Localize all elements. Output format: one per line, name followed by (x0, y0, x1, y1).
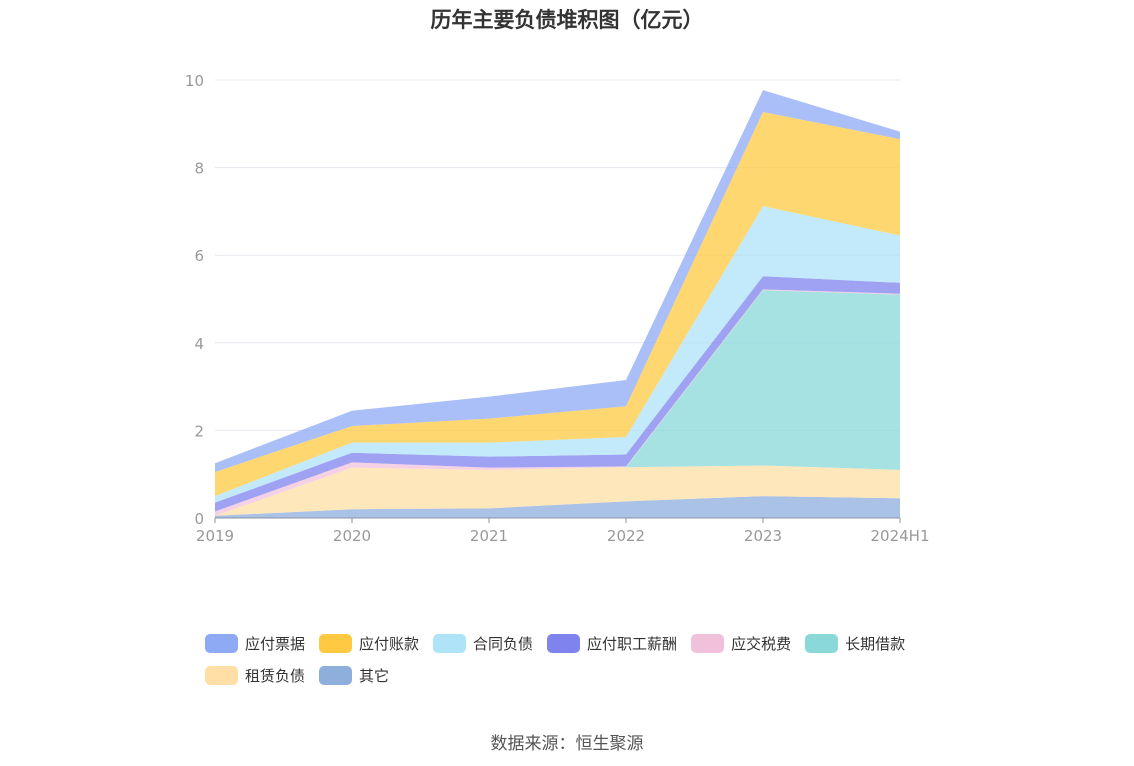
legend-label: 长期借款 (845, 634, 906, 653)
x-tick-label: 2024H1 (871, 527, 930, 545)
area-series-4 (215, 276, 900, 512)
legend-item[interactable]: 租赁负债 (205, 664, 305, 686)
x-tick-label: 2021 (470, 527, 508, 545)
y-tick-label: 6 (194, 247, 204, 265)
legend-swatch (805, 633, 839, 653)
x-tick-label: 2022 (607, 527, 645, 545)
legend-item[interactable]: 应付账款 (319, 632, 419, 654)
legend-item[interactable]: 其它 (319, 664, 389, 686)
legend-item[interactable]: 长期借款 (805, 632, 905, 654)
legend-item[interactable]: 应付职工薪酬 (547, 632, 677, 654)
chart-title: 历年主要负债堆积图（亿元） (430, 8, 704, 32)
legend-swatch (319, 665, 353, 685)
y-tick-label: 8 (194, 160, 204, 178)
legend-label: 应交税费 (731, 634, 792, 653)
stacked-area-chart: 0 2 4 6 8 10 2019 2020 2021 2022 2023 2024H1 (185, 72, 930, 545)
y-tick-label: 4 (194, 335, 204, 353)
legend-swatch (691, 633, 725, 653)
data-source: 数据来源：恒生聚源 (490, 734, 644, 754)
area-series-2 (215, 290, 900, 516)
area-series-7 (215, 90, 900, 473)
area-series-5 (215, 206, 900, 503)
y-tick-label: 0 (194, 510, 204, 528)
area-series-0 (215, 496, 900, 518)
x-tick-label: 2023 (744, 527, 782, 545)
y-tick-label: 2 (194, 422, 204, 440)
legend-label: 应付职工薪酬 (587, 634, 678, 653)
legend-item[interactable]: 合同负债 (433, 632, 533, 654)
legend-swatch (433, 633, 467, 653)
x-tick-label: 2020 (333, 527, 371, 545)
legend-item[interactable]: 应交税费 (691, 632, 791, 654)
legend-item[interactable]: 应付票据 (205, 632, 305, 654)
legend-swatch (205, 633, 238, 653)
legend-swatch (547, 633, 581, 653)
y-tick-label: 10 (185, 72, 204, 90)
area-series-1 (215, 465, 900, 516)
x-tick-label: 2019 (196, 527, 234, 545)
area-series-6 (215, 111, 900, 497)
chart-legend: 应付票据 应付账款 合同负债 应付职工薪酬 应交税费 长期借款租赁负债 其它 (205, 632, 965, 696)
legend-label: 应付票据 (245, 634, 306, 653)
legend-label: 应付账款 (359, 634, 420, 653)
legend-swatch (205, 665, 238, 685)
legend-swatch (319, 633, 353, 653)
legend-label: 其它 (359, 666, 390, 685)
legend-label: 租赁负债 (245, 666, 306, 685)
legend-label: 合同负债 (473, 634, 534, 653)
